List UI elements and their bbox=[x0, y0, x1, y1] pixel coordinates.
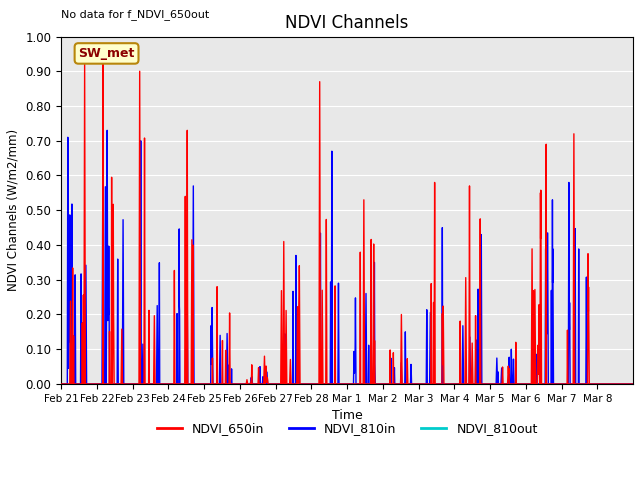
Line: NDVI_650in: NDVI_650in bbox=[61, 54, 633, 384]
NDVI_810in bbox=[58, 381, 65, 387]
NDVI_650in bbox=[175, 381, 182, 387]
NDVI_810out bbox=[420, 381, 428, 387]
NDVI_810out bbox=[471, 381, 479, 387]
Legend: NDVI_650in, NDVI_810in, NDVI_810out: NDVI_650in, NDVI_810in, NDVI_810out bbox=[152, 417, 543, 440]
NDVI_810in bbox=[175, 381, 182, 387]
NDVI_650in bbox=[629, 381, 637, 387]
Line: NDVI_810in: NDVI_810in bbox=[61, 131, 633, 384]
NDVI_810out bbox=[175, 381, 182, 387]
NDVI_810out bbox=[629, 381, 637, 387]
NDVI_810out bbox=[542, 381, 550, 387]
NDVI_650in bbox=[99, 51, 107, 57]
NDVI_810in bbox=[623, 381, 630, 387]
NDVI_810in bbox=[542, 291, 550, 297]
NDVI_650in bbox=[542, 381, 550, 387]
NDVI_810out bbox=[58, 381, 65, 387]
Title: NDVI Channels: NDVI Channels bbox=[285, 14, 409, 32]
NDVI_810in bbox=[629, 381, 637, 387]
NDVI_810in bbox=[420, 381, 428, 387]
NDVI_650in bbox=[471, 381, 479, 387]
NDVI_650in bbox=[58, 381, 65, 387]
NDVI_650in bbox=[508, 381, 515, 387]
NDVI_810in bbox=[471, 381, 479, 387]
NDVI_650in bbox=[420, 381, 428, 387]
Text: SW_met: SW_met bbox=[78, 47, 135, 60]
NDVI_810in bbox=[103, 128, 111, 133]
NDVI_810in bbox=[508, 364, 515, 370]
NDVI_810out bbox=[623, 381, 630, 387]
Y-axis label: NDVI Channels (W/m2/mm): NDVI Channels (W/m2/mm) bbox=[7, 129, 20, 291]
NDVI_810out bbox=[508, 381, 515, 387]
Text: No data for f_NDVI_650out: No data for f_NDVI_650out bbox=[61, 9, 209, 20]
NDVI_650in bbox=[623, 381, 630, 387]
X-axis label: Time: Time bbox=[332, 409, 362, 422]
